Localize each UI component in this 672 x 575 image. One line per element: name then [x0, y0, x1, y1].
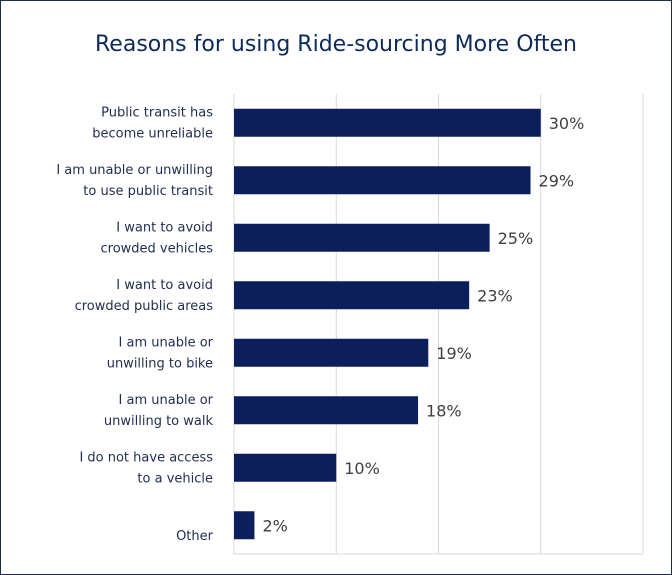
data-label: 30% — [549, 114, 585, 133]
category-label: I want to avoid crowded vehicles — [101, 220, 214, 256]
bar — [234, 338, 429, 367]
data-label: 25% — [498, 229, 534, 248]
bar — [234, 453, 337, 482]
data-label: 10% — [344, 459, 380, 478]
category-label: I am unable or unwilling to bike — [107, 335, 214, 371]
category-label: I want to avoid crowded public areas — [75, 278, 214, 314]
category-label: I am unable or unwilling to walk — [104, 393, 214, 429]
bar — [234, 223, 490, 252]
bar — [234, 281, 470, 310]
chart-title: Reasons for using Ride-sourcing More Oft… — [95, 32, 577, 57]
data-label: 18% — [426, 401, 462, 420]
bar — [234, 511, 255, 540]
data-label: 23% — [477, 286, 513, 305]
bar — [234, 108, 541, 137]
grid — [233, 94, 644, 555]
category-label: I am unable or unwilling to use public tr… — [56, 163, 213, 199]
bar — [234, 396, 419, 425]
category-label: Other — [176, 529, 214, 544]
category-label: Public transit has become unreliable — [92, 105, 213, 141]
data-label: 19% — [436, 344, 472, 363]
bar — [234, 166, 531, 195]
category-label: I do not have access to a vehicle — [79, 450, 213, 486]
data-label: 2% — [262, 516, 287, 535]
data-label: 29% — [539, 171, 575, 190]
